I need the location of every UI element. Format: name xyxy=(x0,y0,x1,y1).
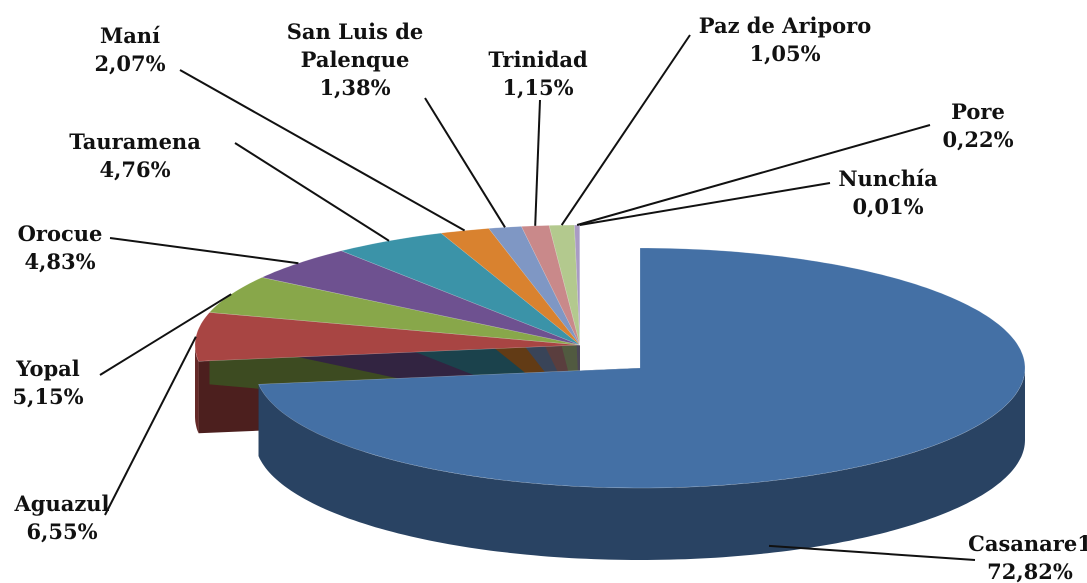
slice-label: Pore 0,22% xyxy=(942,98,1013,154)
value-label: 4,76% xyxy=(99,157,171,182)
value-label: 1,15% xyxy=(502,75,574,100)
leader-line xyxy=(534,99,541,226)
category-label: Aguazul xyxy=(14,491,110,516)
slice xyxy=(258,247,1026,489)
slice-label: Casanare1 72,82% xyxy=(968,530,1087,583)
category-label: Paz de Ariporo xyxy=(698,13,872,38)
leader-line xyxy=(99,293,232,376)
slice-label: Aguazul 6,55% xyxy=(14,490,109,546)
slice xyxy=(440,228,581,346)
category-label: Casanare1 xyxy=(968,531,1087,556)
slice-label: San Luis de Palenque 1,38% xyxy=(270,18,440,102)
slice-label: Trinidad 1,15% xyxy=(488,46,587,102)
value-label: 4,83% xyxy=(24,249,96,274)
category-label: Pore xyxy=(951,99,1005,124)
slice-label: Yopal 5,15% xyxy=(12,355,83,411)
category-label: Nunchía xyxy=(838,166,938,191)
slice-side xyxy=(195,345,199,434)
leader-line xyxy=(768,544,976,561)
value-label: 1,38% xyxy=(319,75,391,100)
value-label: 0,22% xyxy=(942,127,1014,152)
leader-line xyxy=(579,182,831,226)
slice-label: Nunchía 0,01% xyxy=(838,165,937,221)
value-label: 1,05% xyxy=(749,41,821,66)
category-label: Orocue xyxy=(17,221,103,246)
leader-line xyxy=(104,336,197,516)
leader-line xyxy=(560,34,691,226)
category-label: Tauramena xyxy=(69,129,201,154)
slice-label: Orocue 4,83% xyxy=(18,220,103,276)
value-label: 6,55% xyxy=(26,519,98,544)
leader-line xyxy=(576,124,931,226)
leader-line xyxy=(424,97,506,228)
slice xyxy=(340,232,581,346)
slice-label: Maní 2,07% xyxy=(94,22,165,78)
category-label: San Luis de Palenque xyxy=(286,19,424,72)
category-label: Trinidad xyxy=(488,47,588,72)
slice-side xyxy=(258,368,1026,560)
slice xyxy=(194,312,581,362)
value-label: 2,07% xyxy=(94,51,166,76)
slice-label: Paz de Ariporo 1,05% xyxy=(699,12,872,68)
value-label: 5,15% xyxy=(12,384,84,409)
leader-line xyxy=(179,69,466,232)
category-label: Maní xyxy=(99,23,161,48)
slice-label: Tauramena 4,76% xyxy=(69,128,201,184)
leader-line xyxy=(234,142,390,242)
value-label: 0,01% xyxy=(852,194,924,219)
category-label: Yopal xyxy=(16,356,80,381)
leader-line xyxy=(109,237,299,265)
value-label: 72,82% xyxy=(987,559,1073,583)
